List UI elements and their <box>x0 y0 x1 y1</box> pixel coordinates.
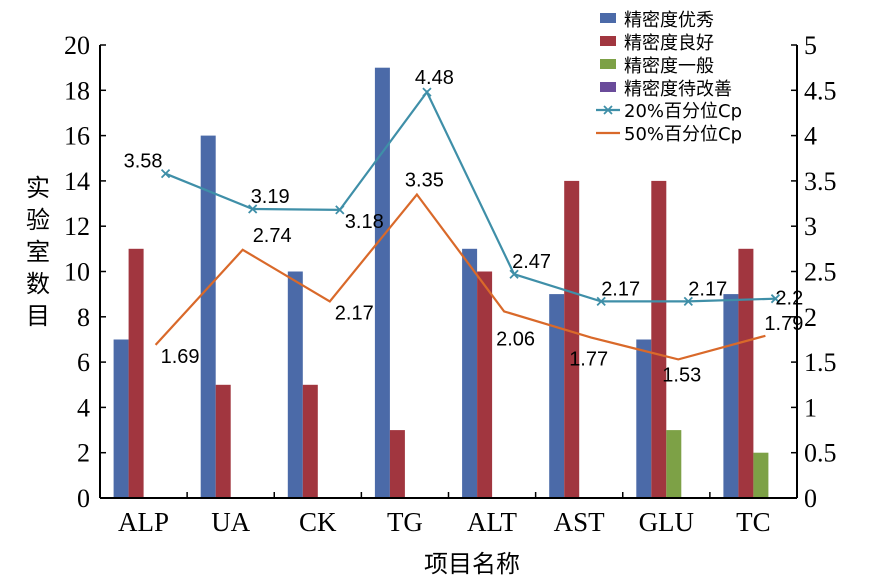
legend-marker-0 <box>603 105 613 115</box>
data-label-layer: 3.58 3.19 3.18 4.48 2.47 2.17 2.17 2.2 1.69 2.74 2… <box>124 67 804 386</box>
y2-tick-label: 4 <box>804 122 817 151</box>
legend-label: 50%百分位Cp <box>624 124 742 145</box>
data-label-0-0: 3.58 <box>124 151 163 173</box>
y-tick-label: 4 <box>77 393 90 422</box>
y-tick-label: 6 <box>77 348 90 377</box>
line-marker-0-5 <box>596 296 606 307</box>
data-label-0-4: 2.47 <box>512 251 551 273</box>
bar-tc-1 <box>738 248 754 498</box>
bar-glu-2 <box>666 430 682 498</box>
data-label-0-5: 2.17 <box>601 278 640 300</box>
bar-ua-0 <box>200 135 216 498</box>
x-tick-label: ALT <box>467 507 518 537</box>
y2-tick-label: 0.5 <box>804 439 837 468</box>
y-axis-title-text: 实验室数目 <box>26 174 50 330</box>
y2-tick-label: 0 <box>804 484 817 513</box>
x-axis-title: 项目名称 <box>424 550 520 578</box>
y2-tick-label: 1 <box>804 393 817 422</box>
legend-label: 精密度待改善 <box>624 79 732 100</box>
data-label-1-6: 1.53 <box>662 364 701 386</box>
data-label-0-1: 3.19 <box>251 186 290 208</box>
x-tick-label: UA <box>211 507 250 537</box>
data-label-1-2: 2.17 <box>335 302 374 324</box>
line-series-0 <box>165 89 776 303</box>
y-tick-label: 2 <box>77 439 90 468</box>
data-label-0-6: 2.17 <box>688 278 727 300</box>
y2-tick-label: 1.5 <box>804 348 837 377</box>
data-label-1-4: 2.06 <box>496 328 535 350</box>
y-tick-label: 18 <box>64 76 90 105</box>
bar-alt-0 <box>462 248 478 498</box>
legend-swatch-bar-0 <box>600 13 616 23</box>
line-marker-0-7 <box>770 294 781 304</box>
y2-tick-label: 4.5 <box>804 76 837 105</box>
data-label-1-0: 1.69 <box>161 346 200 368</box>
line-marker-0-6 <box>683 296 693 307</box>
y-tick-label: 0 <box>77 484 90 513</box>
bar-tc-0 <box>723 294 739 498</box>
legend-label: 精密度优秀 <box>624 10 714 31</box>
bar-ast-1 <box>564 180 580 498</box>
legend-swatch-bar-2 <box>600 59 616 69</box>
y-tick-label: 16 <box>64 122 90 151</box>
data-label-0-3: 4.48 <box>415 67 454 89</box>
y2-tick-label: 3 <box>804 212 817 241</box>
x-tick-label: CK <box>299 507 337 537</box>
x-tick-label: TC <box>736 507 771 537</box>
line-marker-0-3 <box>422 87 432 97</box>
data-label-1-5: 1.77 <box>569 349 608 371</box>
line-marker-0-1 <box>248 204 258 214</box>
y2-tick-label: 2 <box>804 303 817 332</box>
legend-swatch-bar-3 <box>600 82 616 92</box>
x-tick-label: TG <box>387 507 423 537</box>
legend-label: 精密度良好 <box>624 33 714 54</box>
legend-swatch-bar-1 <box>600 36 616 46</box>
bar-tc-2 <box>753 452 769 498</box>
data-label-1-7: 1.79 <box>764 313 803 335</box>
bar-ck-1 <box>302 384 318 499</box>
bar-glu-0 <box>636 339 652 498</box>
bar-alp-0 <box>113 339 129 498</box>
y-tick-label: 14 <box>64 167 90 196</box>
y-tick-label: 12 <box>64 212 90 241</box>
y-tick-label: 8 <box>77 303 90 332</box>
bar-ck-0 <box>287 271 303 498</box>
line-marker-0-4 <box>509 269 519 279</box>
x-tick-label: ALP <box>118 507 169 537</box>
bar-glu-1 <box>651 180 667 498</box>
bar-tg-1 <box>389 430 405 498</box>
y2-tick-label: 3.5 <box>804 167 837 196</box>
bar-ast-0 <box>549 294 565 498</box>
legend-label: 20%百分位Cp <box>624 101 742 122</box>
y-tick-label: 20 <box>64 31 90 60</box>
y2-tick-label: 5 <box>804 31 817 60</box>
data-label-0-7: 2.2 <box>775 288 803 310</box>
line-layer <box>154 87 781 361</box>
x-tick-label: AST <box>554 507 606 537</box>
line-marker-0-2 <box>335 205 345 215</box>
data-label-1-3: 3.35 <box>405 170 444 192</box>
x-tick-label: GLU <box>639 507 695 537</box>
line-marker-0-0 <box>160 169 171 179</box>
data-label-1-1: 2.74 <box>253 225 292 247</box>
y2-tick-label: 2.5 <box>804 258 837 287</box>
data-label-0-2: 3.18 <box>345 211 384 233</box>
bar-tg-0 <box>374 67 390 498</box>
bar-alp-1 <box>128 248 144 498</box>
y-tick-label: 10 <box>64 258 90 287</box>
legend-label: 精密度一般 <box>624 56 714 77</box>
line-series-1 <box>154 192 766 361</box>
axes-layer: 0 2 4 6 8 10 12 14 16 18 20 0 0.5 1 1.5 2 2.5 3 3.5 4 4.5 5 AL… <box>64 31 837 537</box>
bar-alt-1 <box>477 271 493 498</box>
y-axis-title: 实验室数目 <box>26 174 50 330</box>
bar-ua-1 <box>215 384 231 499</box>
